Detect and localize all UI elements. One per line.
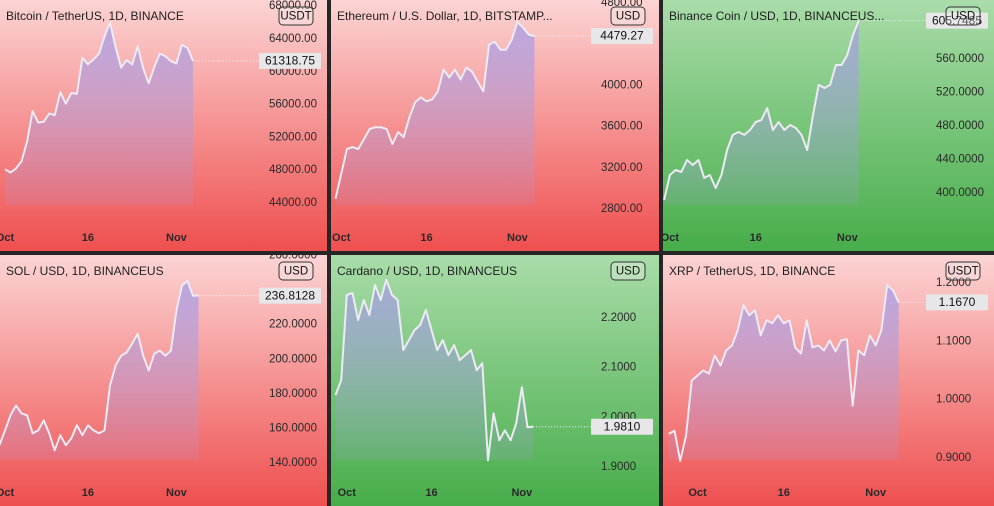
y-tick-label: 48000.00 xyxy=(269,164,317,176)
y-tick-label: 4000.00 xyxy=(601,79,643,91)
currency-box xyxy=(945,6,981,26)
y-tick-label: 52000.00 xyxy=(269,131,317,143)
price-line xyxy=(4,21,194,174)
currency-box xyxy=(278,6,314,26)
last-price-label: 1.9810 xyxy=(604,419,641,433)
area-fill xyxy=(335,21,535,206)
last-price-label: 4479.27 xyxy=(600,29,644,43)
y-tick-label: 220.0000 xyxy=(269,319,317,331)
y-tick-label: 3200.00 xyxy=(601,162,643,174)
y-tick-label: 200.0000 xyxy=(269,353,317,365)
x-tick-label: Oct xyxy=(338,487,357,499)
x-tick-label: Oct xyxy=(0,232,14,244)
y-tick-label: 140.0000 xyxy=(269,457,317,469)
x-tick-label: Nov xyxy=(865,487,887,499)
chart-title: SOL / USD, 1D, BINANCEUS xyxy=(6,264,164,278)
x-tick-label: 16 xyxy=(425,487,437,499)
y-tick-label: 180.0000 xyxy=(269,388,317,400)
area-fill xyxy=(0,280,199,460)
x-tick-label: Nov xyxy=(166,232,188,244)
chart-title: Bitcoin / TetherUS, 1D, BINANCE xyxy=(6,9,184,23)
currency-box xyxy=(610,6,646,26)
price-line xyxy=(334,20,535,199)
area-fill xyxy=(5,22,193,205)
y-tick-label: 560.0000 xyxy=(936,53,984,65)
last-price-box xyxy=(259,52,321,69)
y-tick-label: 1.9000 xyxy=(601,461,636,473)
last-price-box xyxy=(926,294,988,311)
y-tick-label: 440.0000 xyxy=(936,154,984,166)
chart-title: Binance Coin / USD, 1D, BINANCEUS... xyxy=(669,9,884,23)
currency-label: USDT xyxy=(280,11,311,23)
currency-label: USD xyxy=(951,11,975,23)
last-price-label: 61318.75 xyxy=(265,54,315,68)
y-tick-label: 44000.00 xyxy=(269,197,317,209)
area-fill xyxy=(664,20,859,205)
chart-title: XRP / TetherUS, 1D, BINANCE xyxy=(669,264,835,278)
chart-title: Ethereum / U.S. Dollar, 1D, BITSTAMP... xyxy=(337,9,553,23)
y-tick-label: 400.0000 xyxy=(936,187,984,199)
y-tick-label: 480.0000 xyxy=(936,120,984,132)
chart-panel: 44000.0048000.0052000.0056000.0060000.00… xyxy=(0,0,327,251)
last-price-box xyxy=(259,287,321,304)
chart-title: Cardano / USD, 1D, BINANCEUS xyxy=(337,264,517,278)
price-line xyxy=(0,279,199,452)
x-tick-label: 16 xyxy=(82,232,94,244)
x-tick-label: Nov xyxy=(511,487,533,499)
x-tick-label: Nov xyxy=(166,487,188,499)
currency-label: USD xyxy=(616,11,640,23)
chart-panel: 400.0000 440.0000 480.0000 520.0000 560.0000… xyxy=(661,0,994,251)
area-fill xyxy=(668,285,899,461)
y-tick-label: 2800.00 xyxy=(601,203,643,215)
y-tick-label: 2.1000 xyxy=(601,362,636,374)
x-tick-label: 16 xyxy=(420,232,432,244)
currency-label: USD xyxy=(616,266,640,278)
x-tick-label: Oct xyxy=(0,487,14,499)
price-line xyxy=(334,278,534,462)
x-tick-label: Oct xyxy=(332,232,351,244)
y-tick-label: 56000.00 xyxy=(269,99,317,111)
y-tick-label: 4800.00 xyxy=(601,0,643,9)
chart-panel: 2800.00 3200.00 3600.00 4000.00 4800.00 Oct 16… xyxy=(331,0,659,251)
x-tick-label: Nov xyxy=(507,232,529,244)
last-price-box xyxy=(591,418,653,435)
area-fill xyxy=(335,279,534,461)
x-tick-label: Oct xyxy=(688,487,707,499)
currency-box xyxy=(610,261,646,281)
y-tick-label: 68000.00 xyxy=(269,0,317,12)
last-price-label: 605.7485 xyxy=(932,13,982,27)
x-tick-label: 16 xyxy=(82,487,94,499)
currency-label: USDT xyxy=(947,266,978,278)
y-tick-label: 64000.00 xyxy=(269,33,317,45)
price-line xyxy=(663,20,860,201)
x-tick-label: 16 xyxy=(750,232,762,244)
y-tick-label: 520.0000 xyxy=(936,87,984,99)
y-tick-label: 0.9000 xyxy=(936,452,971,464)
last-price-box xyxy=(591,28,653,45)
price-line xyxy=(668,284,900,462)
y-tick-label: 1.0000 xyxy=(936,394,971,406)
y-tick-label: 260.0000 xyxy=(269,250,317,262)
last-price-label: 236.8128 xyxy=(265,288,315,302)
x-tick-label: Nov xyxy=(837,232,859,244)
last-price-label: 1.1670 xyxy=(939,295,976,309)
x-tick-label: Oct xyxy=(661,232,680,244)
y-tick-label: 1.1000 xyxy=(936,335,971,347)
y-tick-label: 3600.00 xyxy=(601,121,643,133)
y-tick-label: 2.2000 xyxy=(601,312,636,324)
currency-label: USD xyxy=(284,266,308,278)
x-tick-label: 16 xyxy=(778,487,790,499)
chart-panel: 140.0000 160.0000 180.0000 200.0000 220.0000… xyxy=(0,250,327,506)
currency-box xyxy=(278,261,314,281)
y-tick-label: 160.0000 xyxy=(269,422,317,434)
currency-box xyxy=(945,261,981,281)
